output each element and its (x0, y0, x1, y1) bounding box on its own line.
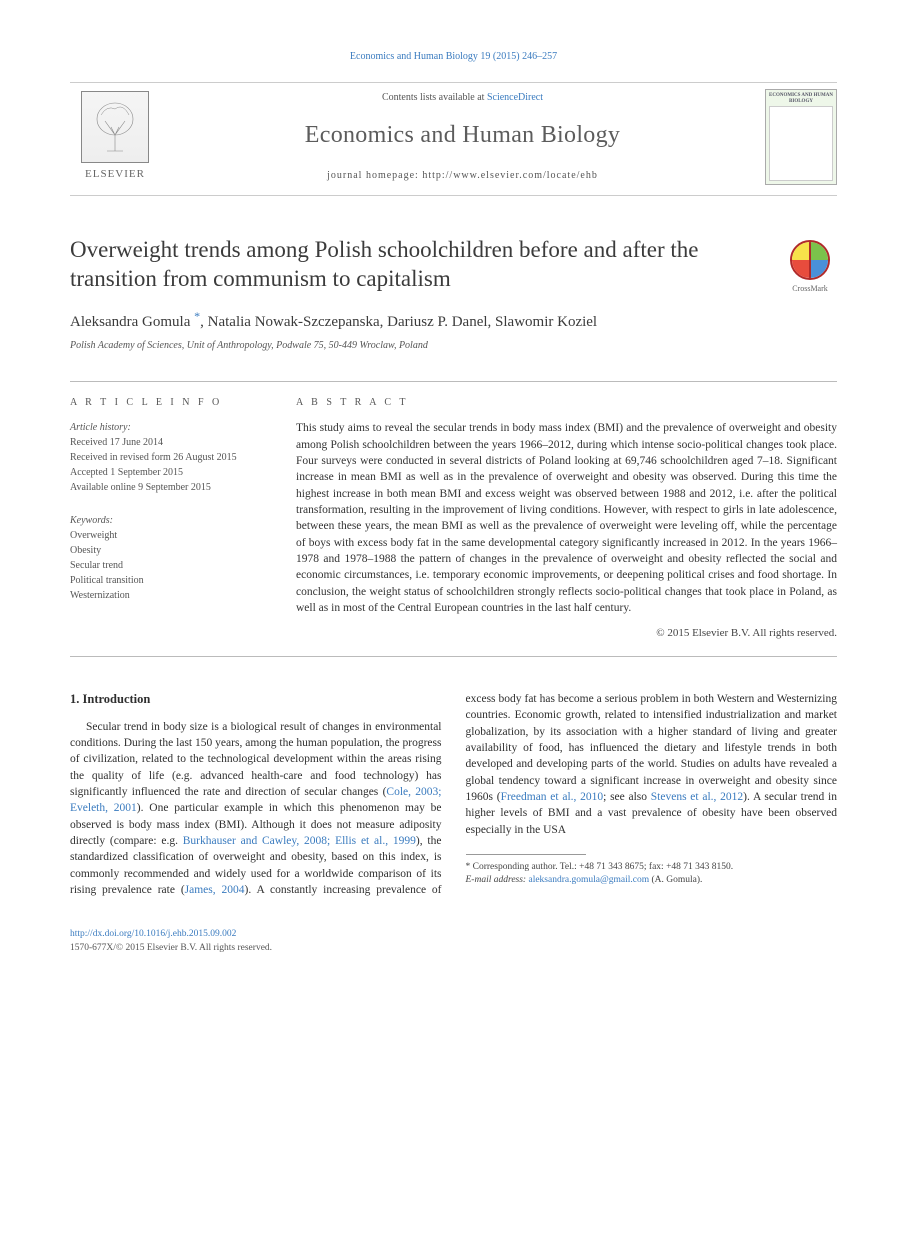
citation-link[interactable]: Stevens et al., 2012 (651, 791, 743, 803)
crossmark-icon (790, 240, 830, 280)
history-label: Article history: (70, 420, 266, 435)
running-head-link[interactable]: Economics and Human Biology 19 (2015) 24… (350, 51, 557, 62)
history-online: Available online 9 September 2015 (70, 480, 266, 495)
abstract-copyright: © 2015 Elsevier B.V. All rights reserved… (296, 626, 837, 642)
footnote-rule (466, 854, 586, 855)
abstract-text: This study aims to reveal the secular tr… (296, 420, 837, 616)
page-footer: http://dx.doi.org/10.1016/j.ehb.2015.09.… (70, 928, 837, 955)
contents-prefix: Contents lists available at (382, 92, 487, 103)
citation-link[interactable]: Freedman et al., 2010 (501, 791, 604, 803)
citation-link[interactable]: James, 2004 (185, 884, 245, 896)
elsevier-wordmark: ELSEVIER (85, 167, 145, 182)
article-info-column: A R T I C L E I N F O Article history: R… (70, 381, 280, 657)
author-1: Aleksandra Gomula (70, 314, 190, 330)
doi-link[interactable]: http://dx.doi.org/10.1016/j.ehb.2015.09.… (70, 929, 236, 939)
abstract-heading: A B S T R A C T (296, 396, 837, 410)
history-received: Received 17 June 2014 (70, 435, 266, 450)
authors: Aleksandra Gomula *, Natalia Nowak-Szcze… (70, 308, 837, 333)
journal-homepage: journal homepage: http://www.elsevier.co… (168, 169, 757, 183)
sciencedirect-link[interactable]: ScienceDirect (487, 92, 543, 103)
running-head: Economics and Human Biology 19 (2015) 24… (70, 50, 837, 64)
keyword: Westernization (70, 588, 266, 603)
contents-lists-line: Contents lists available at ScienceDirec… (168, 91, 757, 105)
keywords-label: Keywords: (70, 513, 266, 528)
publisher-logo-block: ELSEVIER (70, 91, 160, 182)
intro-text: ; see also (603, 791, 651, 803)
keyword: Overweight (70, 528, 266, 543)
journal-cover-thumbnail: ECONOMICS AND HUMAN BIOLOGY (765, 89, 837, 185)
footnote-corr-line: * Corresponding author. Tel.: +48 71 343… (466, 861, 838, 874)
citation-link[interactable]: Burkhauser and Cawley, 2008; Ellis et al… (183, 835, 416, 847)
history-revised: Received in revised form 26 August 2015 (70, 450, 266, 465)
article-history: Article history: Received 17 June 2014 R… (70, 420, 266, 495)
affiliation: Polish Academy of Sciences, Unit of Anth… (70, 339, 837, 353)
cover-body (769, 106, 833, 181)
elsevier-tree-icon (81, 91, 149, 163)
masthead-center: Contents lists available at ScienceDirec… (160, 91, 765, 183)
body-columns: 1. Introduction Secular trend in body si… (70, 691, 837, 898)
keywords-block: Keywords: Overweight Obesity Secular tre… (70, 513, 266, 603)
footnote-email-line: E-mail address: aleksandra.gomula@gmail.… (466, 874, 838, 887)
abstract-column: A B S T R A C T This study aims to revea… (280, 382, 837, 656)
cover-title: ECONOMICS AND HUMAN BIOLOGY (769, 93, 833, 104)
article-info-heading: A R T I C L E I N F O (70, 396, 266, 410)
keyword: Secular trend (70, 558, 266, 573)
crossmark-badge[interactable]: CrossMark (783, 240, 837, 294)
journal-name: Economics and Human Biology (168, 119, 757, 153)
issn-copyright: 1570-677X/© 2015 Elsevier B.V. All right… (70, 942, 837, 955)
section-heading-introduction: 1. Introduction (70, 691, 442, 709)
email-suffix: (A. Gomula). (649, 875, 702, 885)
email-label: E-mail address: (466, 875, 529, 885)
corresponding-footnote: * Corresponding author. Tel.: +48 71 343… (466, 861, 838, 887)
keyword: Obesity (70, 543, 266, 558)
title-block: Overweight trends among Polish schoolchi… (70, 236, 837, 294)
authors-rest: , Natalia Nowak-Szczepanska, Dariusz P. … (200, 314, 597, 330)
masthead: ELSEVIER Contents lists available at Sci… (70, 82, 837, 196)
info-abstract-row: A R T I C L E I N F O Article history: R… (70, 381, 837, 657)
crossmark-label: CrossMark (783, 283, 837, 294)
history-accepted: Accepted 1 September 2015 (70, 465, 266, 480)
article-title: Overweight trends among Polish schoolchi… (70, 236, 759, 294)
email-link[interactable]: aleksandra.gomula@gmail.com (528, 875, 649, 885)
keyword: Political transition (70, 573, 266, 588)
